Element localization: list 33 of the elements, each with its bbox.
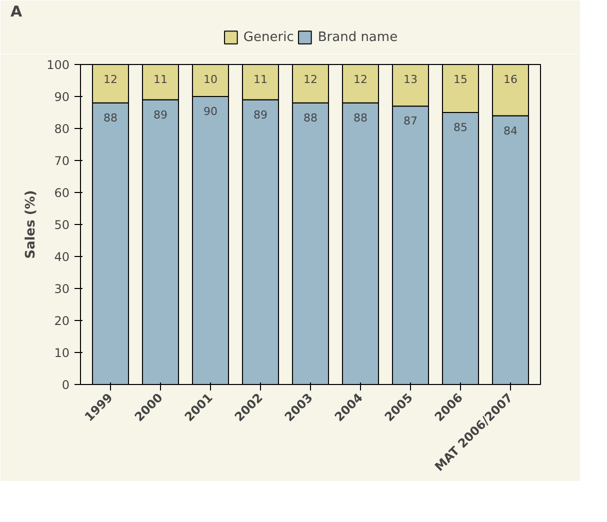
legend-label: Generic <box>243 30 294 44</box>
text: A <box>10 2 22 20</box>
data-label: 16 <box>504 73 518 86</box>
data-label: 84 <box>504 124 518 138</box>
y-tick-label: 60 <box>54 186 70 200</box>
data-label: 12 <box>354 73 368 86</box>
data-label: 15 <box>454 73 468 86</box>
y-tick-label: 90 <box>54 90 70 104</box>
data-label: 87 <box>404 114 418 128</box>
y-tick-label: 80 <box>54 122 70 136</box>
y-tick-label: 70 <box>54 154 70 168</box>
data-label: 89 <box>254 108 268 122</box>
y-tick-label: 50 <box>54 218 70 232</box>
data-label: 12 <box>104 73 118 86</box>
y-axis-title: Sales (%) <box>24 190 39 259</box>
data-label: 88 <box>304 112 318 124</box>
data-label: 88 <box>104 112 118 124</box>
data-label: 89 <box>154 108 168 122</box>
y-tick-label: 0 <box>62 378 70 392</box>
y-tick-label: 10 <box>54 346 70 360</box>
data-label: 85 <box>454 121 468 134</box>
y-tick-label: 100 <box>46 58 70 72</box>
data-label: 12 <box>304 73 318 86</box>
data-label: 13 <box>404 73 418 86</box>
data-label: 11 <box>154 73 168 86</box>
legend-label: Brand name <box>318 30 398 44</box>
data-label: 88 <box>354 112 368 124</box>
data-label: 11 <box>254 73 268 86</box>
data-label: 10 <box>204 73 218 86</box>
y-tick-label: 30 <box>54 282 70 296</box>
y-tick-label: 40 <box>54 250 70 264</box>
data-label: 90 <box>204 105 218 118</box>
y-tick-label: 20 <box>54 314 70 328</box>
